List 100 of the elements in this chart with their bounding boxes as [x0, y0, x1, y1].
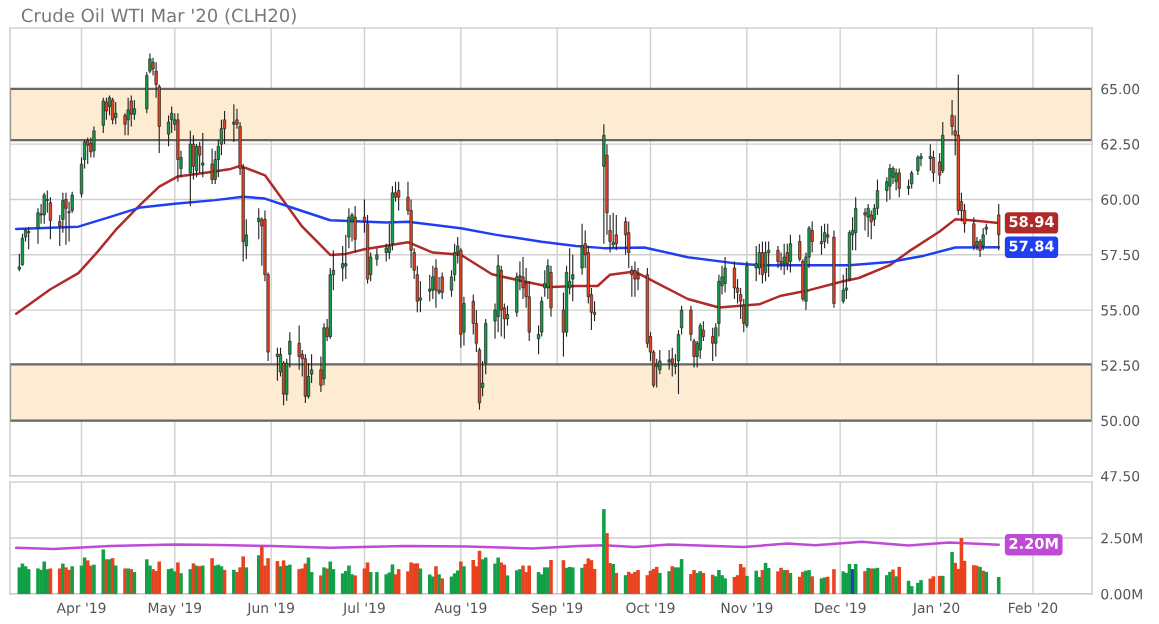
bar: [723, 578, 727, 594]
bar: [288, 564, 292, 594]
x-tick-label: Sep '19: [532, 602, 583, 616]
candlestick: [732, 260, 737, 300]
candlestick: [667, 349, 671, 371]
bar: [176, 562, 180, 594]
chart-title: Crude Oil WTI Mar '20 (CLH20): [21, 8, 296, 25]
candlestick: [627, 221, 631, 269]
candlestick: [440, 271, 444, 300]
bar: [266, 558, 270, 594]
bar: [347, 565, 351, 594]
data-label: 2.20M: [1009, 537, 1058, 549]
candlestick: [788, 234, 792, 274]
candlestick: [42, 192, 46, 225]
bar: [953, 562, 957, 594]
y-tick-label: 0.00M: [1101, 588, 1142, 600]
bar: [241, 556, 245, 594]
x-tick-label: Feb '20: [1009, 602, 1058, 614]
bar: [897, 566, 902, 594]
candlestick: [916, 154, 920, 176]
bar: [549, 559, 553, 594]
bar: [434, 566, 438, 594]
candlestick: [711, 327, 715, 362]
x-tick-label: Jan '20: [912, 602, 960, 616]
candlestick: [760, 240, 765, 285]
candlestick: [64, 192, 68, 246]
bar: [717, 570, 721, 594]
bar: [462, 566, 466, 594]
candlestick: [275, 347, 279, 382]
y-tick-label: 50.00: [1101, 415, 1140, 427]
candlestick: [810, 221, 814, 254]
bar: [101, 549, 106, 594]
candlestick: [111, 97, 115, 125]
candlestick: [132, 99, 136, 121]
x-tick-label: May '19: [148, 602, 202, 616]
x-tick-label: Oct '19: [626, 602, 675, 614]
candlestick: [897, 167, 901, 198]
bar: [602, 509, 606, 594]
x-tick-label: Apr '19: [56, 602, 106, 616]
candlestick: [505, 305, 510, 327]
y-tick-label: 55.00: [1101, 305, 1140, 316]
candlestick: [543, 269, 547, 298]
data-label: 57.84: [1009, 240, 1054, 252]
candlestick: [434, 258, 438, 309]
candlestick: [353, 205, 357, 254]
candlestick: [375, 247, 379, 267]
bar: [984, 571, 989, 594]
candlestick: [819, 225, 824, 256]
bar: [328, 561, 333, 594]
bar: [157, 561, 162, 594]
candlestick: [679, 305, 684, 335]
x-tick-label: Aug '19: [434, 602, 487, 616]
bar: [213, 565, 217, 594]
candlestick: [397, 181, 401, 212]
candlestick: [782, 243, 786, 276]
bar: [745, 575, 749, 594]
line-series: [14, 164, 1000, 316]
bar: [113, 565, 118, 594]
candlestick: [201, 132, 205, 178]
line-series: [14, 540, 1000, 551]
candlestick: [972, 216, 976, 251]
bar: [527, 565, 532, 594]
y-tick-label: 62.50: [1101, 139, 1140, 150]
candlestick: [232, 103, 236, 143]
candlestick: [210, 148, 214, 185]
candlestick: [723, 256, 727, 293]
y-tick-label: 52.50: [1101, 360, 1140, 371]
candlestick: [826, 223, 830, 245]
candlestick: [767, 240, 771, 278]
candlestick: [148, 52, 152, 74]
candlestick: [754, 245, 758, 282]
candlestick: [633, 260, 637, 298]
candlestick: [86, 136, 90, 165]
bar: [950, 551, 954, 594]
candlestick: [997, 203, 1001, 251]
bar: [179, 573, 183, 594]
bar: [375, 572, 379, 594]
candlestick: [670, 347, 674, 377]
y-tick-label: 65.00: [1101, 83, 1140, 95]
bar: [658, 572, 662, 594]
x-tick-label: Jul '19: [342, 602, 385, 616]
y-tick-label: 60.00: [1101, 194, 1140, 205]
x-tick-label: Dec '19: [815, 602, 866, 614]
bar: [210, 558, 214, 594]
bar: [810, 576, 814, 594]
y-tick-label: 57.50: [1101, 249, 1140, 261]
y-tick-label: 47.50: [1101, 470, 1140, 482]
candlestick: [611, 212, 615, 249]
candlestick: [630, 265, 634, 298]
candlestick: [763, 240, 768, 282]
candlestick: [614, 214, 618, 251]
bar: [754, 570, 758, 594]
x-tick-label: Nov '19: [721, 602, 773, 614]
candlestick: [776, 245, 780, 269]
candlestick: [580, 223, 584, 276]
bar: [260, 546, 264, 594]
data-label: 58.94: [1009, 216, 1054, 228]
bar: [832, 569, 836, 594]
bar: [384, 574, 388, 594]
bar: [471, 559, 476, 594]
